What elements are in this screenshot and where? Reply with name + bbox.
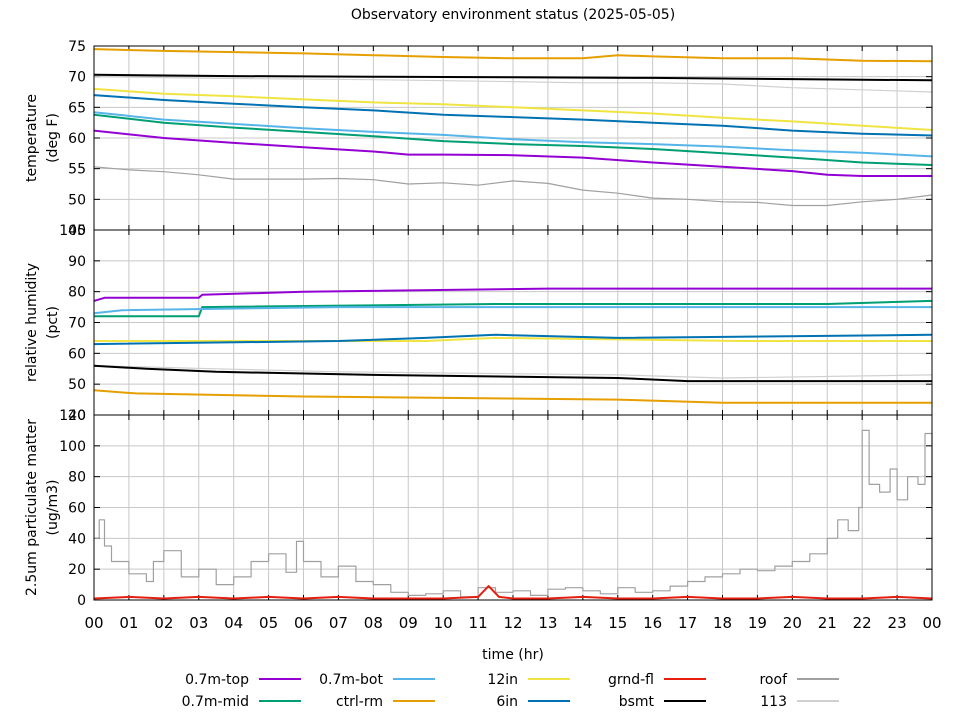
series-line-12in	[93, 87, 933, 131]
series-line-ctrl-rm	[93, 48, 933, 63]
x-tick-label: 01	[119, 614, 138, 632]
legend-label: grnd-fl	[608, 672, 654, 688]
x-tick-label: 23	[888, 614, 907, 632]
y-axis-unit: (ug/m3)	[45, 480, 61, 536]
panel-frame	[93, 414, 933, 601]
series-line-roof	[93, 166, 933, 207]
series-line-0.7m-bot	[93, 306, 932, 315]
series-line-0.7m-top	[93, 129, 932, 177]
x-tick-label: 06	[294, 614, 313, 632]
y-tick-label: 40	[68, 408, 86, 424]
y-tick-label: 60	[68, 346, 86, 362]
series-line-grnd-fl	[93, 585, 933, 600]
y-tick-label: 50	[68, 192, 86, 208]
y-tick-label: 80	[68, 285, 86, 301]
y-tick-label: 120	[59, 408, 86, 424]
x-tick-label: 04	[224, 614, 243, 632]
y-tick-label: 20	[68, 562, 86, 578]
x-tick-label: 17	[678, 614, 697, 632]
series-line-113	[93, 76, 933, 93]
y-axis-label: 2.5um particulate matter	[24, 419, 40, 596]
panels-layer: 45 50 55 60 65 70 75 temperature (deg F) 40 50 60 70…	[24, 39, 933, 609]
y-tick-label: 0	[77, 593, 86, 609]
y-tick-label: 75	[68, 39, 86, 55]
x-tick-label: 07	[329, 614, 348, 632]
series-line-6in	[93, 333, 933, 346]
y-tick-label: 70	[68, 316, 86, 332]
x-tick-label: 15	[608, 614, 627, 632]
legend-label: roof	[759, 672, 788, 688]
x-tick-label: 12	[503, 614, 522, 632]
x-tick-label: 13	[538, 614, 557, 632]
legend-label: 0.7m-top	[185, 672, 249, 688]
series-line-ctrl-rm	[93, 389, 932, 404]
series-line-0.7m-mid	[94, 299, 933, 318]
x-tick-label: 22	[853, 614, 872, 632]
panel-0: 45 50 55 60 65 70 75 temperature (deg F)	[24, 39, 933, 239]
series-line-0.7m-top	[93, 287, 932, 302]
x-tick-label: 09	[399, 614, 418, 632]
y-axis-unit: (deg F)	[45, 113, 61, 163]
x-tick-label: 10	[434, 614, 453, 632]
panel-2: 0 20 40 60 80 100 120 2.5um particulate matter (…	[24, 408, 933, 609]
x-tick-label: 18	[713, 614, 732, 632]
y-tick-label: 60	[68, 501, 86, 517]
y-axis-unit: (pct)	[45, 306, 61, 339]
x-tick-labels: 00 01 02 03 04 05 06 07 08 09 10 11 12 13 14 15 16 17 18 19…	[84, 614, 941, 632]
x-tick-label: 21	[818, 614, 837, 632]
series-line-bsmt	[93, 73, 933, 82]
x-tick-label: 19	[748, 614, 767, 632]
series-line-0.7m-mid	[93, 113, 933, 166]
x-tick-label: 03	[189, 614, 208, 632]
y-tick-label: 45	[68, 223, 86, 239]
y-tick-label: 55	[68, 162, 86, 178]
x-tick-label: 02	[154, 614, 173, 632]
y-tick-label: 40	[68, 531, 86, 547]
legend: 0.7m-top 0.7m-mid 0.7m-bot ctrl-rm 12in 6in gr…	[182, 672, 839, 710]
legend-label: 12in	[487, 672, 518, 688]
x-tick-label: 20	[783, 614, 802, 632]
y-axis-label: temperature	[24, 94, 40, 182]
x-tick-label: 05	[259, 614, 278, 632]
y-tick-label: 100	[59, 223, 86, 239]
series-line-bsmt	[93, 364, 932, 383]
series-line-roof	[94, 429, 933, 598]
x-tick-label: 11	[469, 614, 488, 632]
series-line-6in	[93, 94, 933, 137]
y-tick-label: 80	[68, 470, 86, 486]
legend-label: bsmt	[619, 694, 655, 710]
x-tick-label: 16	[643, 614, 662, 632]
x-tick-label: 00	[922, 614, 941, 632]
chart-title: Observatory environment status (2025-05-…	[351, 7, 675, 23]
legend-label: 6in	[496, 694, 518, 710]
x-tick-label: 00	[84, 614, 103, 632]
x-tick-label: 14	[573, 614, 592, 632]
y-tick-label: 50	[68, 377, 86, 393]
x-tick-label: 08	[364, 614, 383, 632]
panel-1: 40 50 60 70 80 90 100 relative humidity (pct)	[24, 223, 933, 424]
series-line-0.7m-bot	[93, 111, 933, 158]
y-tick-label: 70	[68, 70, 86, 86]
legend-label: 0.7m-mid	[182, 694, 249, 710]
y-tick-label: 60	[68, 131, 86, 147]
legend-label: 113	[760, 694, 787, 710]
y-tick-label: 90	[68, 254, 86, 270]
y-tick-label: 100	[59, 439, 86, 455]
legend-label: ctrl-rm	[336, 694, 383, 710]
series-line-113	[93, 365, 933, 379]
y-axis-label: relative humidity	[24, 263, 40, 382]
legend-label: 0.7m-bot	[319, 672, 383, 688]
x-axis-label: time (hr)	[482, 647, 544, 663]
y-tick-label: 65	[68, 100, 86, 116]
